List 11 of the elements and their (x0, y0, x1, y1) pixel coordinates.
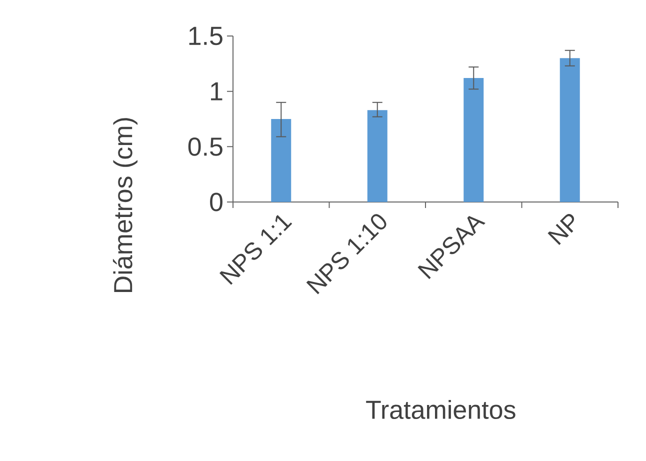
x-tick-label: NP (548, 214, 574, 245)
y-tick-label: 1 (211, 82, 222, 100)
y-tick-label: 0.5 (188, 137, 222, 156)
bar (271, 119, 292, 202)
y-tick-label: 1.5 (189, 26, 222, 46)
x-axis-title: Tratamientos (366, 400, 516, 420)
y-axis-title: Diámetros (cm) (112, 118, 138, 292)
bar (464, 78, 484, 202)
bar (367, 110, 388, 202)
y-tick-label: 0 (210, 192, 222, 212)
bar (560, 58, 580, 202)
